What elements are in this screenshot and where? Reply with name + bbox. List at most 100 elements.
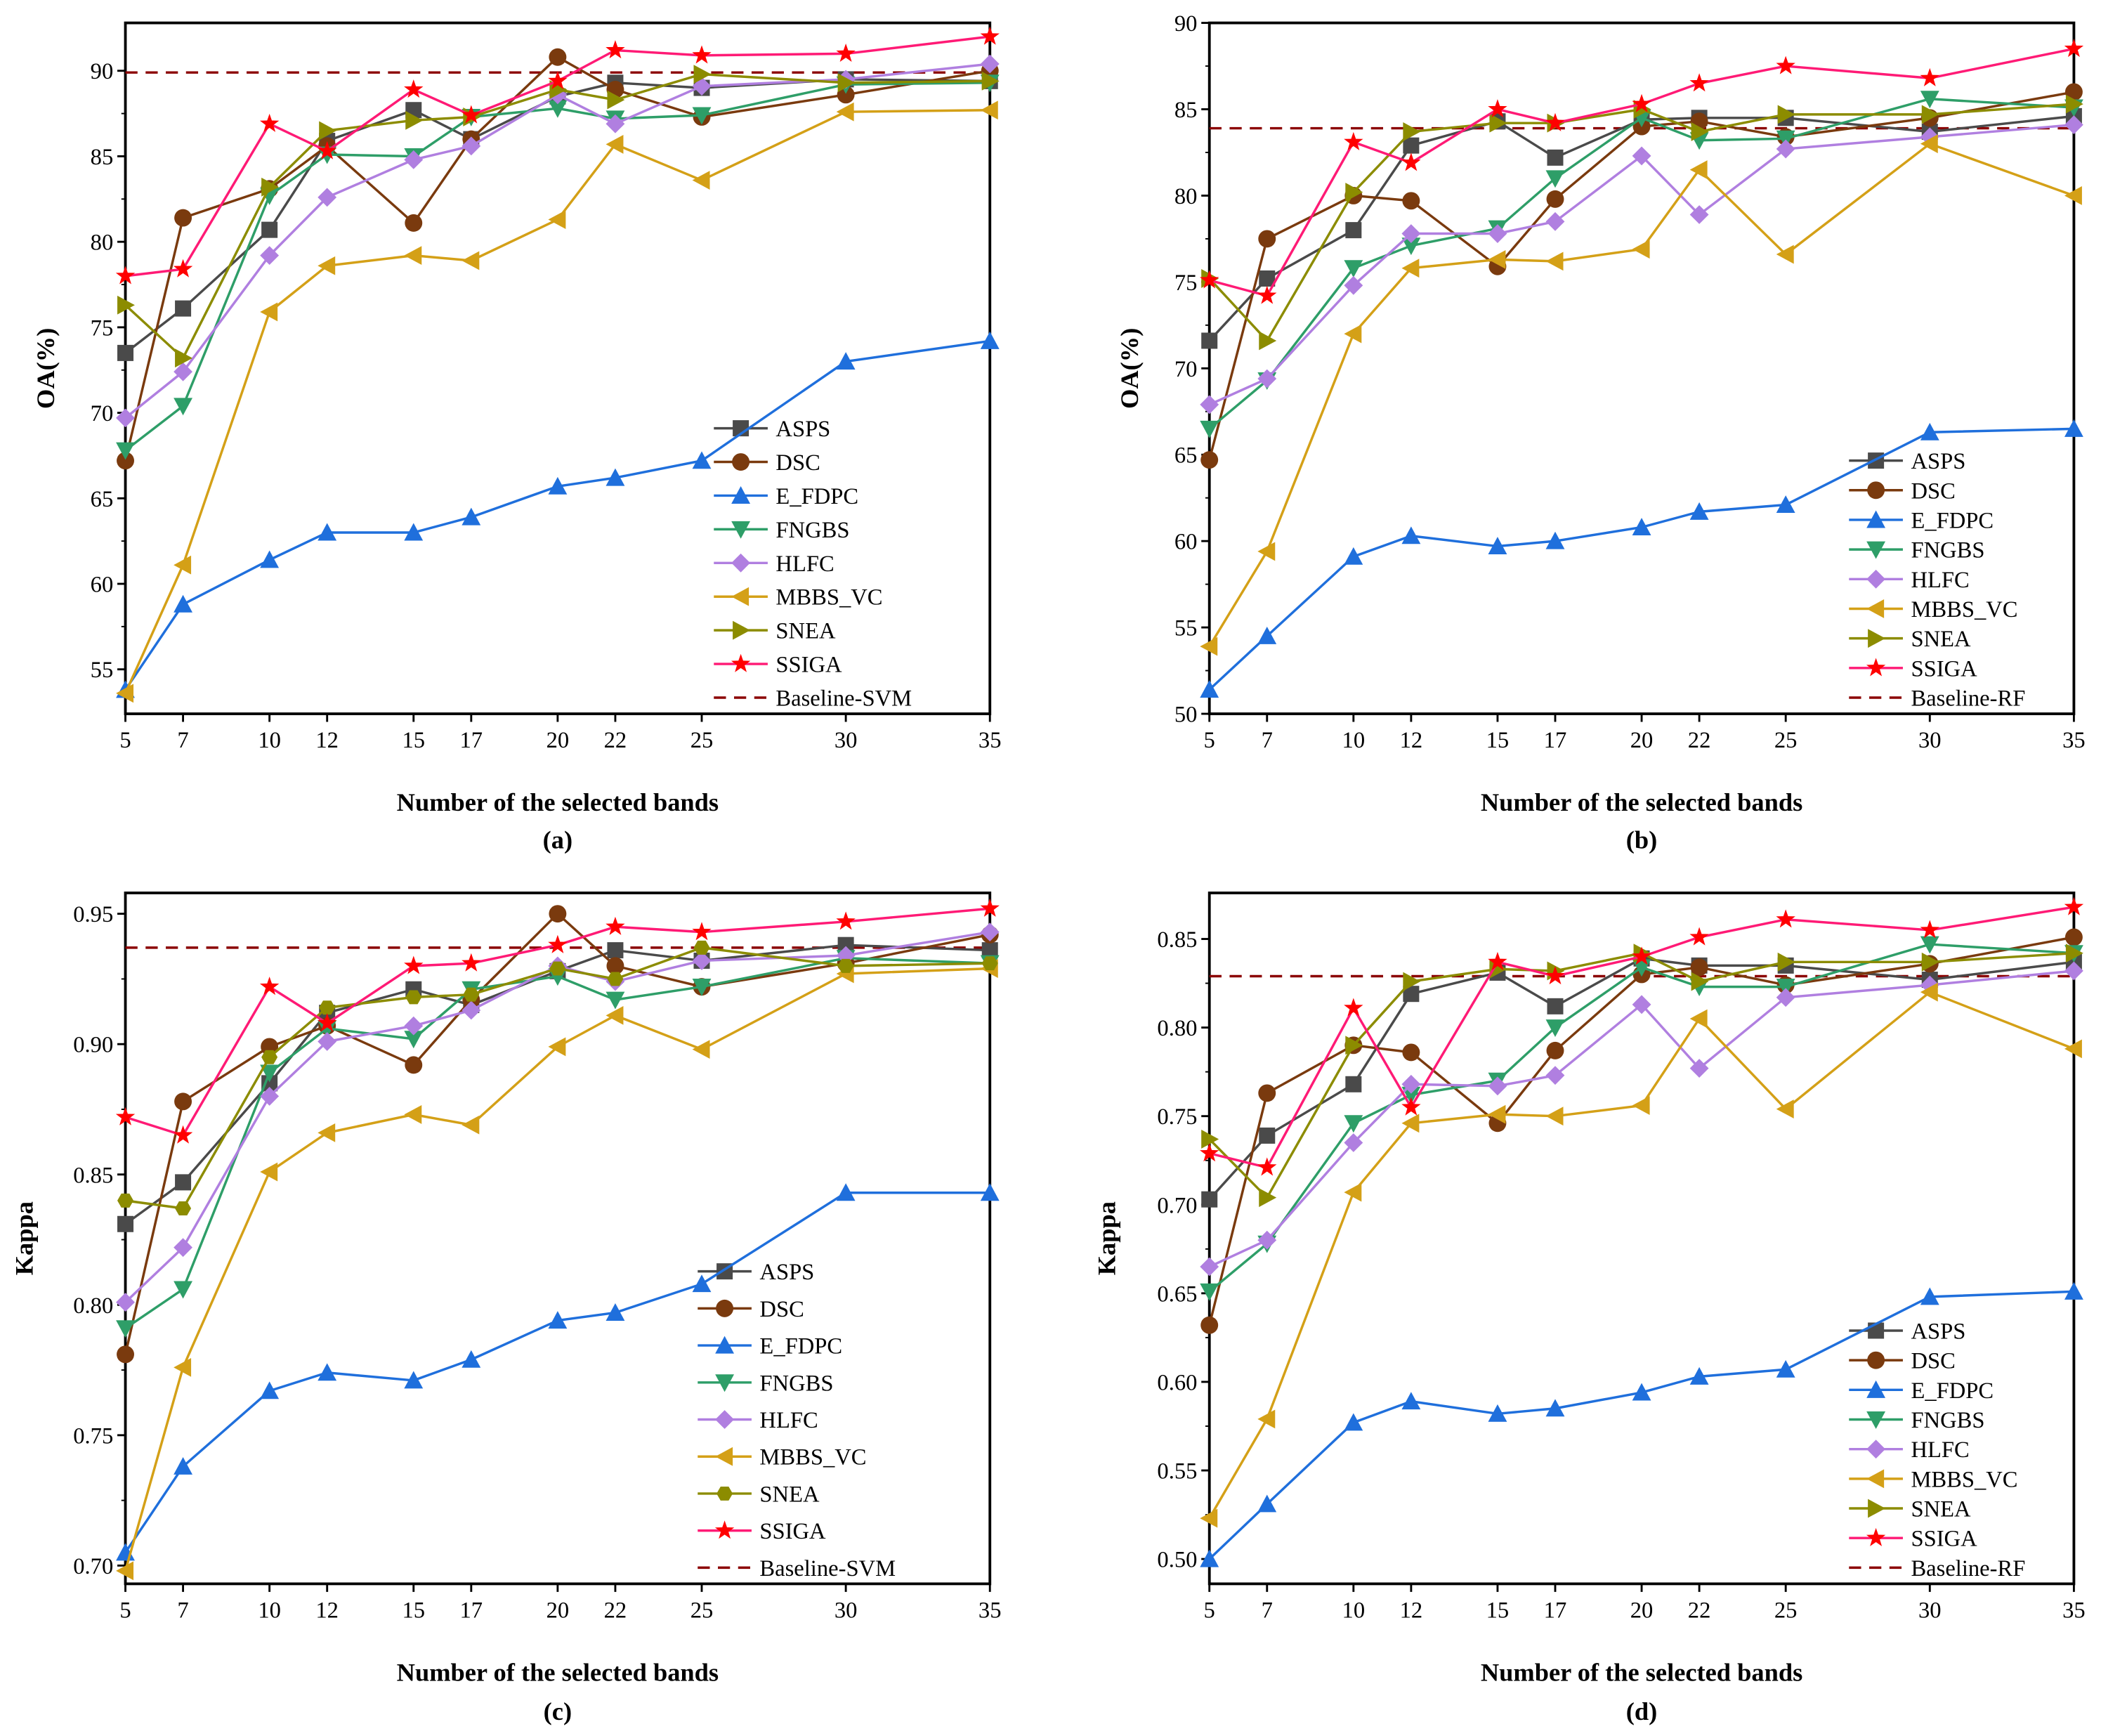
data-point (1258, 230, 1276, 248)
data-point (606, 1005, 624, 1025)
data-point (1344, 1115, 1363, 1133)
series-line (1208, 951, 2074, 1200)
data-point (1689, 73, 1709, 92)
series-hlfc (1200, 961, 2083, 1277)
series-line (124, 339, 990, 691)
y-tick-label: 55 (1174, 616, 1198, 641)
legend-marker (1866, 1440, 1886, 1459)
data-point (981, 956, 998, 971)
legend-marker (731, 553, 751, 573)
data-point (1776, 1099, 1794, 1119)
data-point (548, 1037, 566, 1057)
data-point (1401, 1074, 1421, 1094)
legend-marker (1866, 510, 1886, 528)
y-tick-label: 0.60 (1157, 1370, 1197, 1395)
x-tick-label: 25 (690, 1598, 714, 1623)
data-point (1403, 122, 1421, 141)
data-point (2064, 419, 2083, 437)
data-point (1200, 1508, 1218, 1528)
data-point (1546, 1041, 1564, 1059)
data-point (1257, 285, 1277, 304)
x-axis-label: Number of the selected bands (397, 1658, 719, 1686)
x-tick-label: 17 (460, 728, 483, 753)
y-tick-label: 0.80 (73, 1293, 113, 1319)
y-tick-label: 60 (91, 573, 114, 598)
y-tick-label: 0.70 (73, 1554, 113, 1579)
data-point (1488, 1076, 1507, 1096)
data-point (117, 344, 134, 361)
data-point (1632, 946, 1651, 965)
data-point (319, 1000, 336, 1015)
data-point (116, 442, 135, 460)
x-tick-label: 7 (1262, 1598, 1273, 1623)
data-point (1632, 518, 1651, 535)
data-point (1689, 160, 1708, 179)
data-point (1403, 986, 1420, 1003)
x-axis-label: Number of the selected bands (397, 788, 719, 816)
data-point (404, 246, 422, 266)
data-point (1200, 451, 1219, 469)
data-point (175, 1174, 192, 1191)
x-tick-label: 20 (1630, 728, 1654, 753)
data-point (606, 991, 625, 1010)
data-point (980, 922, 1000, 942)
data-point (462, 953, 481, 972)
data-point (606, 916, 625, 935)
legend-label: HLFC (759, 1408, 818, 1433)
data-point (174, 398, 192, 416)
legend-marker (1867, 1351, 1885, 1369)
data-point (548, 100, 568, 118)
data-point (837, 73, 856, 93)
data-point (1545, 1019, 1565, 1038)
data-point (1402, 192, 1420, 210)
data-point (462, 105, 481, 124)
data-point (692, 922, 712, 941)
data-point (692, 1040, 710, 1059)
data-point (404, 1016, 424, 1036)
data-point (405, 990, 422, 1005)
legend-marker (732, 453, 750, 471)
data-point (1344, 324, 1362, 344)
legend-marker (731, 521, 751, 539)
data-point (2064, 961, 2083, 981)
data-point (2064, 83, 2083, 101)
data-point (1201, 1130, 1219, 1149)
legend-label: MBBS_VC (775, 585, 882, 611)
data-point (1689, 927, 1709, 946)
series-e-fdpc (1200, 1281, 2083, 1567)
data-point (1257, 1409, 1276, 1429)
x-tick-label: 15 (402, 1598, 425, 1623)
data-point (1777, 105, 1795, 124)
legend-label: MBBS_VC (1911, 1467, 2017, 1492)
data-point (1777, 952, 1795, 972)
legend-marker (1867, 481, 1885, 500)
data-point (1259, 1127, 1276, 1144)
data-point (1200, 395, 1219, 415)
x-tick-label: 17 (460, 1598, 483, 1623)
data-point (174, 1238, 192, 1258)
x-tick-label: 15 (402, 728, 425, 753)
data-point (1545, 252, 1564, 271)
data-point (261, 1075, 278, 1092)
legend-label: ASPS (1911, 449, 1965, 474)
data-point (1776, 495, 1795, 514)
data-point (1547, 998, 1564, 1014)
y-tick-label: 80 (91, 230, 114, 256)
data-point (1689, 205, 1709, 224)
data-point (261, 1050, 278, 1064)
x-tick-label: 12 (1400, 728, 1423, 753)
data-point (1776, 909, 1795, 928)
legend-marker (1866, 658, 1886, 677)
x-tick-label: 35 (978, 728, 1002, 753)
data-point (836, 352, 856, 370)
data-point (1632, 1096, 1650, 1115)
legend-label: MBBS_VC (759, 1445, 866, 1470)
chart-panel-c: 5 7 10 12 15 17 20 22 25 30 35 0.70 0.75 0.80 0.85 0.90… (10, 892, 1002, 1725)
y-tick-label: 0.85 (73, 1163, 113, 1188)
data-point (1344, 131, 1363, 150)
data-point (1402, 1043, 1420, 1062)
data-point (462, 136, 481, 156)
legend-marker (715, 1410, 735, 1429)
data-point (1920, 91, 1939, 109)
data-point (260, 550, 280, 568)
